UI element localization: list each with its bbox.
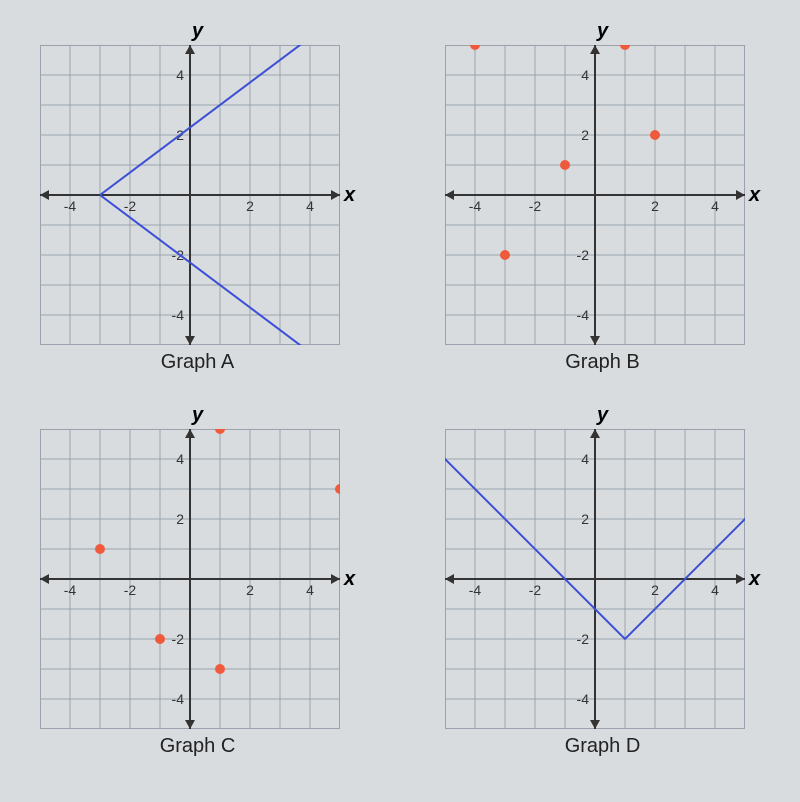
- svg-text:2: 2: [581, 511, 589, 527]
- svg-text:-2: -2: [576, 247, 589, 263]
- y-axis-label: y: [192, 20, 203, 43]
- graph-row: -4-224-4-224 x: [40, 45, 355, 345]
- svg-text:4: 4: [711, 582, 719, 598]
- svg-text:-2: -2: [576, 631, 589, 647]
- svg-text:-4: -4: [171, 691, 184, 707]
- graph-caption: Graph C: [160, 735, 236, 758]
- panel-graph-c: y -4 -2 2 4 -4 -2 2 4 x Graph C: [20, 404, 375, 758]
- graph-caption: Graph A: [161, 351, 234, 374]
- svg-text:-2: -2: [529, 198, 542, 214]
- svg-text:-4: -4: [64, 582, 77, 598]
- svg-text:4: 4: [581, 451, 589, 467]
- svg-text:-4: -4: [64, 198, 77, 214]
- svg-text:4: 4: [711, 198, 719, 214]
- svg-text:-4: -4: [469, 582, 482, 598]
- svg-text:4: 4: [306, 198, 314, 214]
- graph-caption: Graph D: [565, 735, 641, 758]
- graph-row: -4 -2 2 4 -4 -2 2 4 x: [40, 429, 355, 729]
- y-axis-label: y: [597, 20, 608, 43]
- panel-graph-d: y -4 -2 2 4 -4 -2 2 4 x Graph D: [425, 404, 780, 758]
- svg-text:-4: -4: [576, 691, 589, 707]
- x-axis-label: x: [344, 568, 355, 591]
- graph-a-svg: -4-224-4-224: [40, 45, 340, 345]
- svg-text:4: 4: [581, 67, 589, 83]
- graphs-container: y -4 -2 2 4 -4 -2 2 4 x Graph A y -4 -2 2 4 -4 -2 2 4 …: [20, 20, 780, 758]
- svg-text:2: 2: [176, 511, 184, 527]
- y-axis-label: y: [597, 404, 608, 427]
- svg-text:-2: -2: [124, 582, 137, 598]
- panel-graph-a: y -4-224-4-224 x Graph A: [20, 20, 375, 374]
- svg-text:4: 4: [176, 451, 184, 467]
- svg-text:-4: -4: [171, 307, 184, 323]
- svg-text:2: 2: [651, 582, 659, 598]
- svg-text:4: 4: [176, 67, 184, 83]
- panel-graph-b: y -4 -2 2 4 -4 -2 2 4 x Graph B: [425, 20, 780, 374]
- svg-text:-4: -4: [469, 198, 482, 214]
- svg-text:2: 2: [246, 582, 254, 598]
- svg-text:2: 2: [246, 198, 254, 214]
- graph-d-svg: -4 -2 2 4 -4 -2 2 4: [445, 429, 745, 729]
- graph-b-svg: -4 -2 2 4 -4 -2 2 4: [445, 45, 745, 345]
- svg-text:-2: -2: [171, 631, 184, 647]
- graph-c-svg: -4 -2 2 4 -4 -2 2 4: [40, 429, 340, 729]
- x-axis-label: x: [749, 184, 760, 207]
- svg-text:4: 4: [306, 582, 314, 598]
- graph-row: -4 -2 2 4 -4 -2 2 4 x: [445, 429, 760, 729]
- graph-caption: Graph B: [565, 351, 639, 374]
- y-axis-label: y: [192, 404, 203, 427]
- x-axis-label: x: [344, 184, 355, 207]
- svg-text:-2: -2: [529, 582, 542, 598]
- svg-text:-4: -4: [576, 307, 589, 323]
- svg-text:2: 2: [581, 127, 589, 143]
- x-axis-label: x: [749, 568, 760, 591]
- graph-row: -4 -2 2 4 -4 -2 2 4 x: [445, 45, 760, 345]
- svg-text:-2: -2: [124, 198, 137, 214]
- svg-text:2: 2: [651, 198, 659, 214]
